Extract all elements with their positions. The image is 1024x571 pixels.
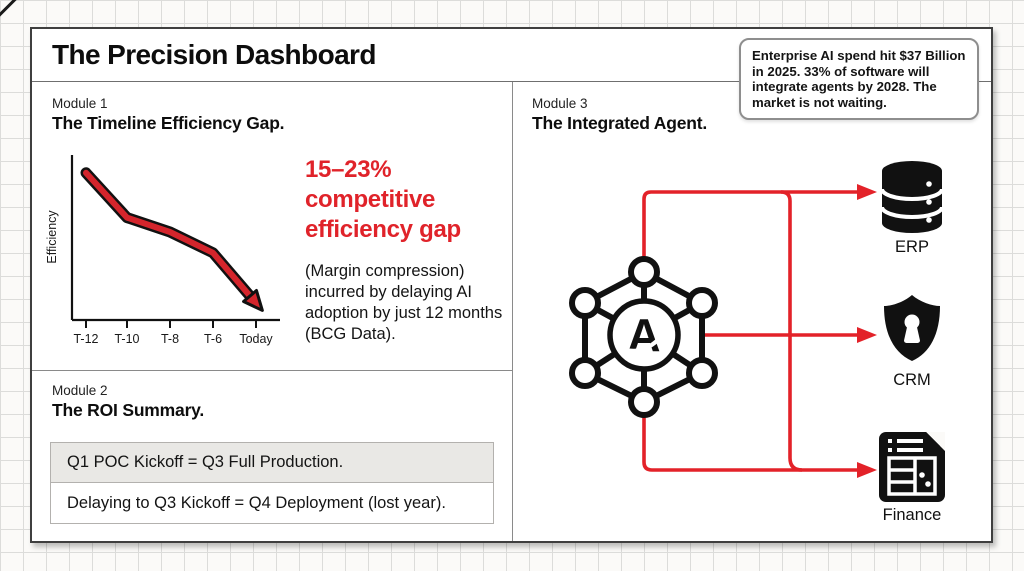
roi-summary-table: Q1 POC Kickoff = Q3 Full Production. Del… <box>50 442 494 524</box>
dashboard-panel: The Precision Dashboard Enterprise AI sp… <box>30 27 993 543</box>
erp-label: ERP <box>895 238 929 256</box>
integration-diagram: A ERP CRM <box>569 161 945 524</box>
svg-text:T-10: T-10 <box>114 332 139 346</box>
arrow-finance-icon <box>857 462 877 478</box>
x-axis-ticks <box>85 320 257 328</box>
module3-label: Module 3 <box>532 96 588 111</box>
module2-label: Module 2 <box>52 383 108 398</box>
grid-corner-mark <box>0 0 19 20</box>
callout-text: Enterprise AI spend hit $37 Billion in 2… <box>752 48 966 110</box>
module1-label: Module 1 <box>52 96 108 111</box>
finance-label: Finance <box>883 506 942 524</box>
page-title: The Precision Dashboard <box>52 39 376 70</box>
erp-database-icon <box>880 161 944 233</box>
connector-arrowheads <box>857 184 877 478</box>
module-divider <box>32 370 512 371</box>
module3-title: The Integrated Agent. <box>532 113 708 133</box>
finance-document-icon <box>879 432 945 502</box>
svg-text:T-8: T-8 <box>161 332 179 346</box>
agent-logo-swoosh <box>620 330 667 353</box>
svg-text:Today: Today <box>239 332 273 346</box>
roi-row-1: Q1 POC Kickoff = Q3 Full Production. <box>51 443 493 483</box>
market-stats-callout: Enterprise AI spend hit $37 Billion in 2… <box>739 38 979 120</box>
efficiency-gap-subtext: (Margin compression) incurred by delayin… <box>305 262 503 343</box>
hexagon-nodes <box>569 256 718 418</box>
crm-shield-icon <box>884 295 940 361</box>
svg-text:T-6: T-6 <box>204 332 222 346</box>
column-divider <box>512 82 513 541</box>
trend-line <box>83 169 253 299</box>
agent-logo-letter: A <box>627 309 660 361</box>
dashboard-header: The Precision Dashboard <box>32 29 991 82</box>
y-axis-label: Efficiency <box>45 210 59 264</box>
crm-label: CRM <box>893 371 931 389</box>
agent-network-icon <box>569 256 718 418</box>
trend-arrowhead-icon <box>242 288 264 312</box>
module1-title: The Timeline Efficiency Gap. <box>52 113 285 133</box>
roi-row-2: Delaying to Q3 Kickoff = Q4 Deployment (… <box>51 483 493 523</box>
roi-row-1-text: Q1 POC Kickoff = Q3 Full Production. <box>67 453 344 471</box>
arrow-crm-icon <box>857 327 877 343</box>
x-axis-labels: T-12 T-10 T-8 T-6 Today <box>73 332 273 346</box>
arrow-erp-icon <box>857 184 877 200</box>
efficiency-gap-headline: 15–23% competitive efficiency gap <box>305 156 461 243</box>
roi-row-2-text: Delaying to Q3 Kickoff = Q4 Deployment (… <box>67 493 446 512</box>
module2-title: The ROI Summary. <box>52 400 205 420</box>
efficiency-trend-chart: T-12 T-10 T-8 T-6 Today Efficiency <box>45 155 280 346</box>
connector-lines <box>642 190 858 472</box>
svg-text:T-12: T-12 <box>73 332 98 346</box>
